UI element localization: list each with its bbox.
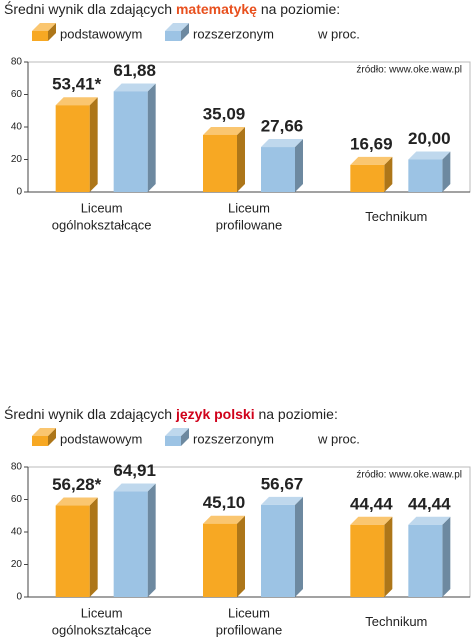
bar-side [442, 516, 451, 597]
x-tick-label: Liceum profilowane [216, 606, 283, 638]
legend-label: rozszerzonym [193, 26, 274, 41]
bar-top [350, 516, 393, 525]
legend-label: podstawowym [60, 26, 142, 41]
y-tick-label: 60 [11, 494, 23, 505]
bar-top [261, 496, 303, 505]
bar-top [55, 97, 98, 106]
bar-side [295, 496, 303, 597]
bar [261, 504, 295, 597]
bar-side [147, 483, 156, 597]
value-label: 45,10 [203, 493, 246, 512]
legend-label: podstawowym [60, 431, 142, 446]
y-tick-label: 60 [11, 89, 23, 100]
legend-swatch-side [181, 23, 189, 41]
bar [408, 524, 443, 597]
y-tick-label: 20 [11, 559, 23, 570]
y-tick-label: 40 [11, 527, 23, 538]
bar-top [261, 139, 303, 148]
bar [261, 147, 295, 192]
bar-top [203, 126, 245, 135]
legend-label: rozszerzonym [193, 431, 274, 446]
chart-title: Średni wynik dla zdających matematykę na… [4, 0, 340, 17]
value-label: 64,91 [113, 461, 156, 480]
y-tick-label: 40 [11, 122, 23, 133]
legend-swatch [32, 436, 48, 446]
bar [113, 491, 148, 597]
bar-top [113, 483, 156, 492]
x-tick-label: Technikum [365, 614, 427, 629]
value-label: 53,41* [52, 75, 102, 94]
bar-side [89, 97, 98, 192]
legend-swatch-top [32, 428, 56, 436]
bar-side [295, 139, 303, 192]
value-label: 35,09 [203, 104, 246, 123]
title-part: Średni wynik dla zdających [4, 0, 172, 17]
bar-side [237, 515, 245, 597]
bar-top [350, 156, 393, 165]
value-label: 16,69 [350, 134, 393, 153]
source-label: źródło: www.oke.waw.pl [356, 470, 462, 481]
bar-top [408, 516, 451, 525]
value-label: 56,28* [52, 475, 102, 494]
title-part: Średni wynik dla zdających [4, 405, 172, 422]
y-tick-label: 80 [11, 57, 23, 68]
bar [350, 524, 385, 597]
legend-swatch-side [48, 23, 56, 41]
title-part: język polski [175, 406, 255, 422]
bar-side [237, 126, 245, 192]
legend-swatch-side [181, 428, 189, 446]
bar-side [442, 151, 451, 192]
legend-swatch [165, 31, 181, 41]
y-tick-label: 20 [11, 154, 23, 165]
bar-top [113, 83, 156, 92]
x-tick-label: Liceum ogólnokształcące [52, 201, 152, 233]
bar-top [203, 515, 245, 524]
y-tick-label: 80 [11, 462, 23, 473]
legend-swatch-top [165, 23, 189, 31]
chart-title: Średni wynik dla zdających język polski … [4, 405, 338, 422]
title-part: na poziomie: [261, 1, 340, 17]
source-label: źródło: www.oke.waw.pl [356, 65, 462, 76]
bar [350, 164, 385, 192]
legend-swatch [32, 31, 48, 41]
bar [55, 105, 90, 192]
x-tick-label: Liceum profilowane [216, 201, 283, 233]
bar [203, 134, 237, 192]
value-label: 27,66 [261, 117, 304, 136]
value-label: 20,00 [408, 129, 451, 148]
legend-swatch [165, 436, 181, 446]
bar-side [147, 83, 156, 192]
unit-label: w proc. [317, 26, 360, 41]
bar [203, 523, 237, 597]
legend-swatch-top [165, 428, 189, 436]
bar-top [408, 151, 451, 160]
bar [55, 505, 90, 597]
legend-swatch-side [48, 428, 56, 446]
unit-label: w proc. [317, 431, 360, 446]
bar-side [384, 516, 393, 597]
value-label: 61,88 [113, 61, 156, 80]
bar [113, 91, 148, 192]
bar-side [384, 156, 393, 192]
bar [408, 159, 443, 192]
value-label: 44,44 [350, 494, 393, 513]
x-tick-label: Liceum ogólnokształcące [52, 606, 152, 638]
value-label: 56,67 [261, 474, 304, 493]
y-tick-label: 0 [16, 592, 22, 603]
x-tick-label: Technikum [365, 209, 427, 224]
y-tick-label: 0 [16, 187, 22, 198]
legend-swatch-top [32, 23, 56, 31]
bar-top [55, 497, 98, 506]
value-label: 44,44 [408, 494, 451, 513]
title-part: na poziomie: [258, 406, 337, 422]
bar-side [89, 497, 98, 597]
title-part: matematykę [176, 1, 257, 17]
